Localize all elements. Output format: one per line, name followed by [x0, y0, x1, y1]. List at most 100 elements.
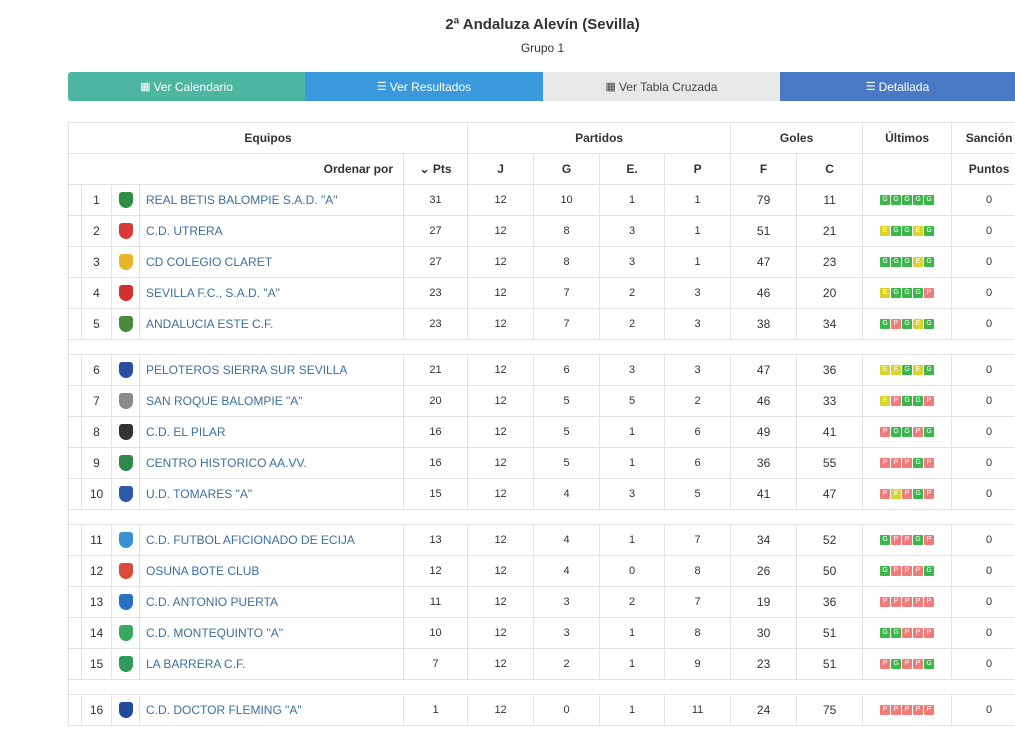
team-name-link[interactable]: ANDALUCIA ESTE C.F. — [139, 308, 404, 340]
tab-ver-calendario[interactable]: ▦ Ver Calendario — [68, 72, 305, 101]
table-row[interactable]: 3 CD COLEGIO CLARET 27 12 8 3 1 47 23 G G G E G 0 — [68, 246, 1015, 278]
result-badge: G — [902, 226, 913, 237]
result-badge: P — [880, 659, 891, 670]
team-name-link[interactable]: C.D. ANTONIO PUERTA — [139, 586, 404, 618]
table-row[interactable]: 10 U.D. TOMARES "A" 15 12 4 3 5 41 47 P E P G P 0 — [68, 478, 1015, 510]
won-cell: 4 — [533, 555, 601, 587]
team-name-link[interactable]: C.D. MONTEQUINTO "A" — [139, 617, 404, 649]
team-name-link[interactable]: LA BARRERA C.F. — [139, 648, 404, 680]
team-name-link[interactable]: U.D. TOMARES "A" — [139, 478, 404, 510]
team-name-link[interactable]: SAN ROQUE BALOMPIE "A" — [139, 385, 404, 417]
lost-cell: 6 — [664, 447, 732, 479]
played-cell: 12 — [467, 354, 535, 386]
table-row[interactable]: 1 REAL BETIS BALOMPIE S.A.D. "A" 31 12 10 1 1 7… — [68, 184, 1015, 216]
table-row[interactable]: 13 C.D. ANTONIO PUERTA 11 12 3 2 7 19 36 P P P P P 0 — [68, 586, 1015, 618]
tab-ver-tabla-cruzada[interactable]: ▦ Ver Tabla Cruzada — [543, 72, 780, 101]
sanction-cell: 0 — [951, 617, 1015, 649]
lost-cell: 8 — [664, 617, 732, 649]
goals-for-cell: 51 — [730, 215, 798, 247]
drawn-cell: 2 — [599, 277, 666, 309]
col-header-f: F — [730, 153, 798, 185]
crest-cell — [111, 246, 140, 278]
separator-cell — [67, 339, 1015, 355]
team-crest-icon — [118, 424, 133, 440]
separator-cell — [67, 509, 1015, 525]
rank-cell: 14 — [81, 617, 112, 649]
team-name-link[interactable]: C.D. DOCTOR FLEMING "A" — [139, 694, 404, 726]
result-badge: P — [891, 597, 902, 608]
table-row[interactable]: 16 C.D. DOCTOR FLEMING "A" 1 12 0 1 11 24 75 P P P P… — [68, 694, 1015, 726]
lost-cell: 1 — [664, 246, 732, 278]
row-gutter — [68, 478, 82, 510]
result-badge: G — [924, 319, 935, 330]
result-badge: G — [913, 288, 924, 299]
team-crest-icon — [118, 192, 133, 208]
table-row[interactable]: 4 SEVILLA F.C., S.A.D. "A" 23 12 7 2 3 46 20 E G G G… — [68, 277, 1015, 309]
table-row[interactable]: 2 C.D. UTRERA 27 12 8 3 1 51 21 E G G E G 0 — [68, 215, 1015, 247]
table-row[interactable]: 14 C.D. MONTEQUINTO "A" 10 12 3 1 8 30 51 G G P P P 0 — [68, 617, 1015, 649]
goals-for-cell: 79 — [730, 184, 798, 216]
row-gutter — [68, 586, 82, 618]
played-cell: 12 — [467, 555, 535, 587]
result-badge: P — [880, 597, 891, 608]
crest-cell — [111, 385, 140, 417]
sanction-cell: 0 — [951, 648, 1015, 680]
row-gutter — [68, 277, 82, 309]
table-row[interactable]: 7 SAN ROQUE BALOMPIE "A" 20 12 5 5 2 46 33 E P G G P 0 — [68, 385, 1015, 417]
team-name-link[interactable]: PELOTEROS SIERRA SUR SEVILLA — [139, 354, 404, 386]
table-row[interactable]: 11 C.D. FUTBOL AFICIONADO DE ECIJA 13 12 4 1 7… — [68, 524, 1015, 556]
result-badge: P — [891, 319, 902, 330]
team-name-link[interactable]: SEVILLA F.C., S.A.D. "A" — [139, 277, 404, 309]
team-name-link[interactable]: CD COLEGIO CLARET — [139, 246, 404, 278]
standings-table: Equipos Partidos Goles Últimos Sanción O… — [67, 122, 1015, 726]
goals-against-cell: 75 — [796, 694, 864, 726]
sort-pts-button[interactable]: ⌄ Pts — [402, 153, 469, 185]
result-badge: E — [913, 226, 924, 237]
result-badge: G — [902, 427, 913, 438]
table-row[interactable]: 15 LA BARRERA C.F. 7 12 2 1 9 23 51 P G P P G 0 — [68, 648, 1015, 680]
row-gutter — [68, 308, 82, 340]
lost-cell: 3 — [664, 277, 732, 309]
team-name-link[interactable]: C.D. EL PILAR — [139, 416, 404, 448]
row-gutter — [68, 184, 82, 216]
drawn-cell: 1 — [599, 416, 666, 448]
played-cell: 12 — [467, 277, 535, 309]
group-header-sancion: Sanción — [951, 122, 1015, 154]
pts-cell: 16 — [402, 416, 469, 448]
table-row[interactable]: 9 CENTRO HISTORICO AA.VV. 16 12 5 1 6 36 55 P P P G P… — [68, 447, 1015, 479]
result-badge: G — [880, 257, 891, 268]
team-name-link[interactable]: CENTRO HISTORICO AA.VV. — [139, 447, 404, 479]
table-row[interactable]: 12 OSUNA BOTE CLUB 12 12 4 0 8 26 50 G P P P G 0 — [68, 555, 1015, 587]
team-name-link[interactable]: C.D. FUTBOL AFICIONADO DE ECIJA — [139, 524, 404, 556]
team-name-link[interactable]: REAL BETIS BALOMPIE S.A.D. "A" — [139, 184, 404, 216]
drawn-cell: 1 — [599, 184, 666, 216]
row-gutter — [68, 385, 82, 417]
rank-cell: 1 — [81, 184, 112, 216]
table-row[interactable]: 6 PELOTEROS SIERRA SUR SEVILLA 21 12 6 3 3 47 36… — [68, 354, 1015, 386]
tab-ver-resultados[interactable]: ☰ Ver Resultados — [305, 72, 543, 101]
result-badge: P — [880, 458, 891, 469]
team-name-link[interactable]: C.D. UTRERA — [139, 215, 404, 247]
table-row[interactable]: 8 C.D. EL PILAR 16 12 5 1 6 49 41 P G G P G 0 — [68, 416, 1015, 448]
drawn-cell: 0 — [599, 555, 666, 587]
result-badge: G — [880, 628, 891, 639]
result-badge: G — [880, 535, 891, 546]
drawn-cell: 1 — [599, 648, 666, 680]
tab-label: Ver Resultados — [389, 79, 472, 94]
goals-against-cell: 21 — [796, 215, 864, 247]
group-header-equipos: Equipos — [67, 122, 469, 154]
pts-cell: 23 — [402, 277, 469, 309]
rank-cell: 6 — [81, 354, 112, 386]
col-header-e: E. — [599, 153, 666, 185]
result-badge: G — [913, 458, 924, 469]
result-badge: P — [891, 705, 902, 716]
table-row[interactable]: 5 ANDALUCIA ESTE C.F. 23 12 7 2 3 38 34 G P G E G 0 — [68, 308, 1015, 340]
tab-detallada[interactable]: ☰ Detallada — [780, 72, 1015, 101]
pts-cell: 12 — [402, 555, 469, 587]
team-name-link[interactable]: OSUNA BOTE CLUB — [139, 555, 404, 587]
